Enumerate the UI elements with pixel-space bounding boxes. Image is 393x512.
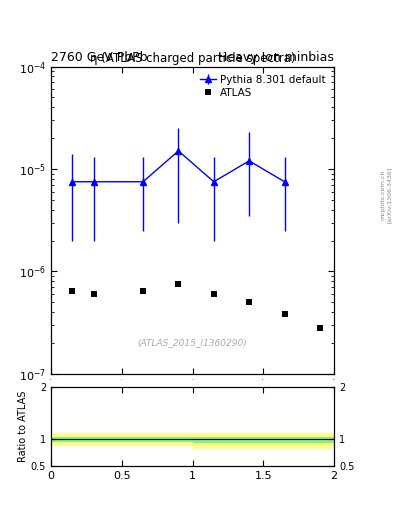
Text: [arXiv:1306.3436]: [arXiv:1306.3436] <box>387 166 391 223</box>
ATLAS <box>176 281 181 287</box>
ATLAS <box>91 291 96 297</box>
Text: mcplots.cern.ch: mcplots.cern.ch <box>381 169 386 220</box>
ATLAS <box>318 325 322 331</box>
ATLAS <box>282 311 287 317</box>
Text: Heavy Ion minbias: Heavy Ion minbias <box>218 51 334 64</box>
Text: 2760 GeV PbPb: 2760 GeV PbPb <box>51 51 148 64</box>
ATLAS <box>211 291 216 297</box>
ATLAS <box>247 299 252 305</box>
Text: (ATLAS_2015_I1360290): (ATLAS_2015_I1360290) <box>138 338 248 348</box>
Legend: Pythia 8.301 default, ATLAS: Pythia 8.301 default, ATLAS <box>197 72 329 101</box>
Y-axis label: Ratio to ATLAS: Ratio to ATLAS <box>18 391 28 462</box>
ATLAS <box>70 287 75 293</box>
Line: ATLAS: ATLAS <box>70 282 323 331</box>
ATLAS <box>141 287 145 293</box>
Title: η (ATLAS charged particle spectra): η (ATLAS charged particle spectra) <box>90 52 295 66</box>
